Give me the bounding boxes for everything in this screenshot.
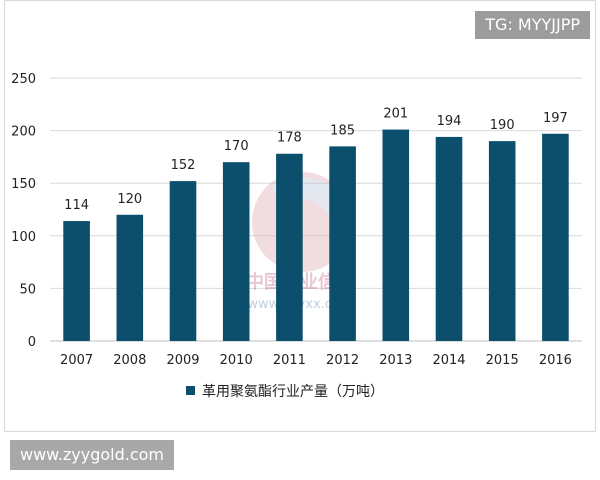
y-tick-label: 50	[19, 282, 36, 297]
bar	[329, 146, 356, 341]
legend-label: 革用聚氨酯行业产量（万吨）	[202, 384, 384, 400]
x-tick-label: 2016	[539, 353, 572, 368]
tg-badge: TG: MYYJJPP	[475, 11, 590, 39]
x-tick-label: 2012	[326, 353, 359, 368]
data-label: 194	[437, 114, 462, 129]
data-label: 185	[330, 123, 355, 138]
y-tick-label: 0	[28, 335, 36, 350]
y-tick-labels: 0 50 100 150 200 250	[11, 72, 36, 350]
legend: 革用聚氨酯行业产量（万吨）	[186, 384, 384, 400]
legend-swatch	[186, 386, 195, 395]
bar	[116, 214, 144, 341]
bar	[488, 141, 516, 341]
site-url-badge: www.zyygold.com	[10, 440, 175, 470]
x-tick-labels: 2007 2008 2009 2010 2011 2012 2013 2014 2015 2016	[60, 353, 572, 368]
x-tick-label: 2011	[273, 353, 306, 368]
x-tick-label: 2014	[432, 353, 465, 368]
x-tick-label: 2009	[166, 353, 199, 368]
bar-chart: 中国产业信息 www.chyxx.com 1141201521701781852…	[11, 72, 582, 400]
x-tick-label: 2008	[113, 353, 146, 368]
data-labels: 114 120 152 170 178 185 201 194 190 197	[64, 107, 568, 214]
data-label: 120	[117, 192, 142, 207]
x-tick-label: 2015	[486, 353, 519, 368]
x-tick-label: 2013	[379, 353, 412, 368]
data-label: 190	[490, 118, 515, 133]
data-label: 178	[277, 131, 302, 146]
x-tick-label: 2007	[60, 353, 93, 368]
bar	[382, 129, 410, 341]
data-label: 114	[64, 198, 89, 213]
y-tick-label: 250	[11, 72, 36, 87]
bar	[435, 136, 463, 341]
x-tick-label: 2010	[220, 353, 253, 368]
bar	[169, 181, 197, 341]
bar	[542, 133, 569, 341]
data-label: 152	[171, 158, 196, 173]
data-label: 197	[543, 111, 568, 126]
y-tick-label: 200	[11, 125, 36, 140]
bar	[63, 221, 90, 341]
data-label: 170	[224, 139, 249, 154]
y-tick-label: 100	[11, 230, 36, 245]
bar	[222, 162, 250, 341]
bar	[276, 153, 303, 341]
y-tick-label: 150	[11, 177, 36, 192]
bars	[63, 129, 569, 341]
data-label: 201	[383, 107, 408, 122]
